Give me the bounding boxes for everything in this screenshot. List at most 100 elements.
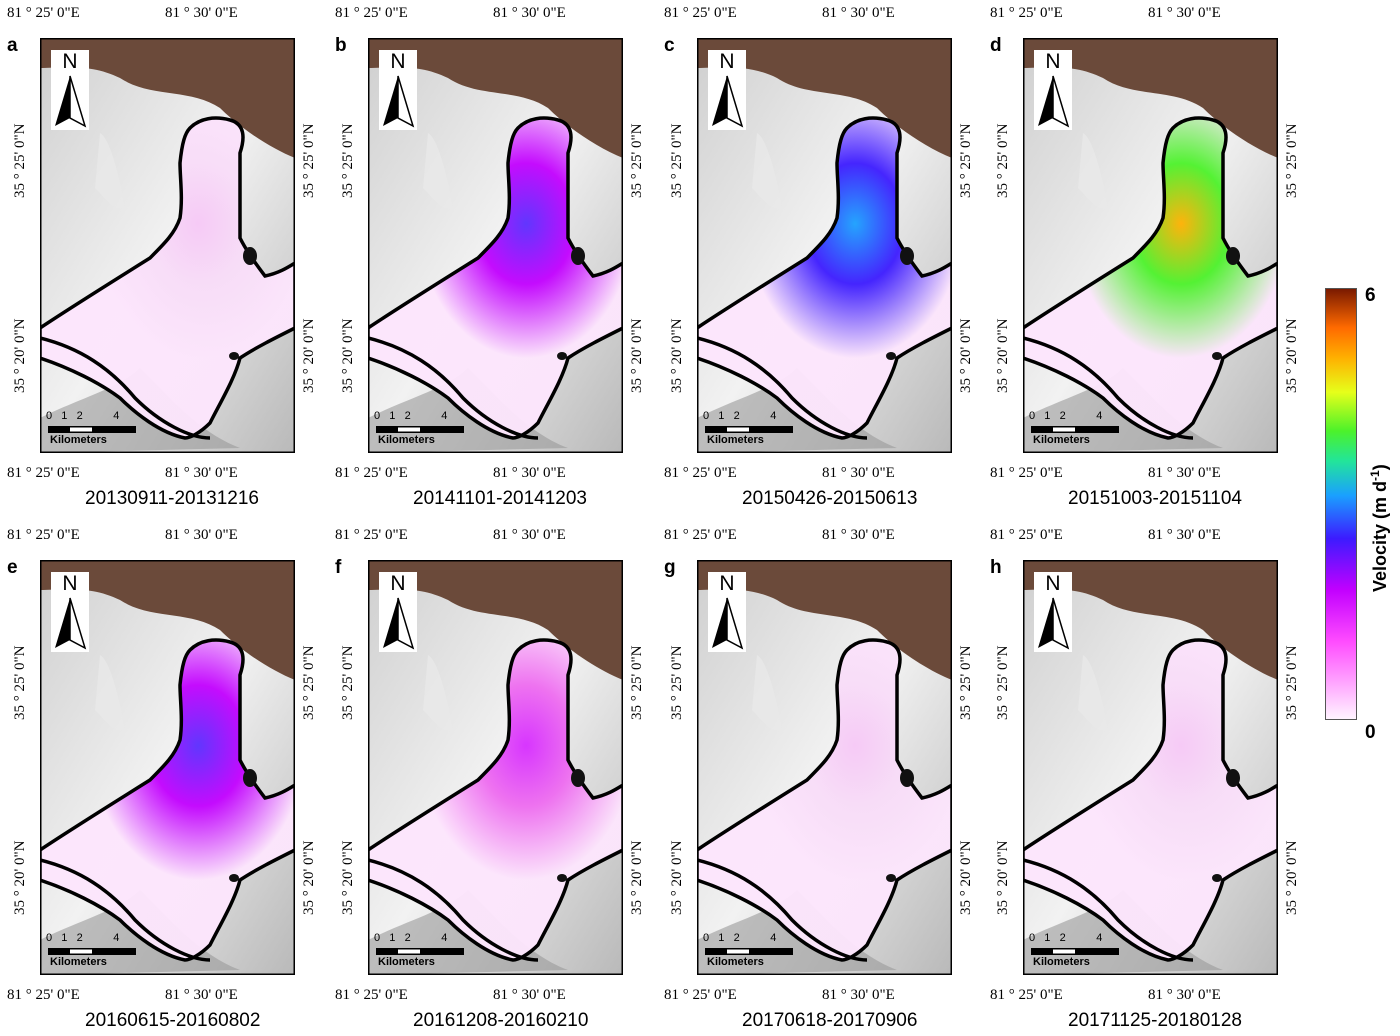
lat-label-left-bottom: 35 ° 20' 0"N (12, 318, 28, 393)
lat-label-right-bottom: 35 ° 20' 0"N (958, 318, 974, 393)
scale-bar-unit: Kilometers (1033, 956, 1090, 968)
lat-label-left-top: 35 ° 25' 0"N (12, 123, 28, 198)
lon-label-bottom-right: 81 ° 30' 0"E (822, 987, 895, 1003)
glacier-outline (368, 116, 623, 440)
snow-patch (423, 133, 453, 209)
north-arrow-icon (383, 75, 415, 128)
panel-letter: b (335, 35, 347, 56)
scale-bar (376, 948, 464, 955)
lon-label-top-right: 81 ° 30' 0"E (165, 5, 238, 21)
lon-label-bottom-left: 81 ° 25' 0"E (335, 987, 408, 1003)
lat-label-right-bottom: 35 ° 20' 0"N (1284, 318, 1300, 393)
lon-label-top-right: 81 ° 30' 0"E (165, 527, 238, 543)
north-arrow-icon (1038, 597, 1070, 650)
scale-bar-ticks: 0 1 2 4 (703, 410, 777, 422)
lon-label-bottom-right: 81 ° 30' 0"E (822, 465, 895, 481)
lon-label-bottom-right: 81 ° 30' 0"E (493, 987, 566, 1003)
lat-label-left-top: 35 ° 25' 0"N (340, 123, 356, 198)
lat-label-right-bottom: 35 ° 20' 0"N (958, 840, 974, 915)
lon-label-bottom-left: 81 ° 25' 0"E (335, 465, 408, 481)
scale-bar-unit: Kilometers (378, 434, 435, 446)
north-label: N (390, 572, 406, 595)
north-arrow-box: N (51, 572, 89, 652)
panel-letter: d (990, 35, 1002, 56)
nunatak (886, 874, 896, 882)
glacier-outline (1023, 116, 1278, 440)
lon-label-bottom-right: 81 ° 30' 0"E (165, 987, 238, 1003)
panel-date-caption: 20160615-20160802 (85, 1010, 261, 1031)
rock-terrain (368, 560, 623, 680)
lon-label-top-left: 81 ° 25' 0"E (664, 527, 737, 543)
lat-label-right-top: 35 ° 25' 0"N (629, 123, 645, 198)
glacier-outline (1023, 638, 1278, 962)
lon-label-bottom-right: 81 ° 30' 0"E (493, 465, 566, 481)
lon-label-top-left: 81 ° 25' 0"E (335, 5, 408, 21)
lat-label-left-bottom: 35 ° 20' 0"N (12, 840, 28, 915)
scale-bar (376, 426, 464, 433)
lat-label-left-top: 35 ° 25' 0"N (995, 645, 1011, 720)
lon-label-top-left: 81 ° 25' 0"E (7, 5, 80, 21)
lon-label-top-right: 81 ° 30' 0"E (1148, 5, 1221, 21)
neighbor-glacier-outline (697, 336, 868, 440)
rock-terrain (697, 38, 952, 158)
scale-bar-ticks: 0 1 2 4 (374, 410, 448, 422)
scale-bar-ticks: 0 1 2 4 (374, 932, 448, 944)
nunatak (243, 247, 257, 265)
lat-label-right-top: 35 ° 25' 0"N (301, 645, 317, 720)
panel-letter: h (990, 557, 1002, 578)
snow-patch (95, 655, 125, 731)
scale-bar-unit: Kilometers (378, 956, 435, 968)
neighbor-glacier-outline (368, 336, 539, 440)
snow-patch (752, 133, 782, 209)
lat-label-right-top: 35 ° 25' 0"N (629, 645, 645, 720)
panel-letter: c (664, 35, 675, 56)
panel-letter: e (7, 557, 18, 578)
north-arrow-icon (383, 597, 415, 650)
north-arrow-box: N (1034, 572, 1072, 652)
north-label: N (1045, 572, 1061, 595)
scale-bar-ticks: 0 1 2 4 (1029, 410, 1103, 422)
rock-terrain (697, 560, 952, 680)
lon-label-bottom-left: 81 ° 25' 0"E (990, 465, 1063, 481)
map-frame (1023, 38, 1278, 453)
north-arrow-icon (712, 75, 744, 128)
lat-label-right-top: 35 ° 25' 0"N (958, 123, 974, 198)
lat-label-right-top: 35 ° 25' 0"N (1284, 123, 1300, 198)
rock-terrain (1023, 560, 1278, 680)
panel-letter: a (7, 35, 18, 56)
map-frame (40, 560, 295, 975)
panel-date-caption: 20170618-20170906 (742, 1010, 918, 1031)
lat-label-right-top: 35 ° 25' 0"N (1284, 645, 1300, 720)
map-frame (368, 560, 623, 975)
glacier-outline (368, 638, 623, 962)
nunatak (886, 352, 896, 360)
north-arrow-box: N (379, 50, 417, 130)
glacier-outline (697, 638, 952, 962)
glacier-velocity-map (1023, 38, 1278, 453)
nunatak (571, 769, 585, 787)
snow-patch (1078, 655, 1108, 731)
nunatak (557, 874, 567, 882)
lat-label-left-bottom: 35 ° 20' 0"N (669, 840, 685, 915)
map-frame (697, 560, 952, 975)
nunatak (900, 247, 914, 265)
scale-bar (1031, 948, 1119, 955)
lon-label-top-left: 81 ° 25' 0"E (335, 527, 408, 543)
velocity-colorbar (1325, 288, 1357, 720)
nunatak (243, 769, 257, 787)
lat-label-right-top: 35 ° 25' 0"N (301, 123, 317, 198)
scale-bar-ticks: 0 1 2 4 (46, 932, 120, 944)
panel-date-caption: 20161208-20160210 (413, 1010, 589, 1031)
panel-date-caption: 20151003-20151104 (1068, 488, 1242, 509)
north-label: N (390, 50, 406, 73)
lon-label-bottom-right: 81 ° 30' 0"E (1148, 465, 1221, 481)
colorbar-title: Velocity (m d-1) (1368, 464, 1390, 592)
map-frame (1023, 560, 1278, 975)
panel-letter: g (664, 557, 676, 578)
map-frame (40, 38, 295, 453)
scale-bar-unit: Kilometers (50, 434, 107, 446)
lon-label-bottom-left: 81 ° 25' 0"E (664, 987, 737, 1003)
scale-bar (1031, 426, 1119, 433)
north-arrow-box: N (379, 572, 417, 652)
panel-date-caption: 20130911-20131216 (85, 488, 259, 509)
